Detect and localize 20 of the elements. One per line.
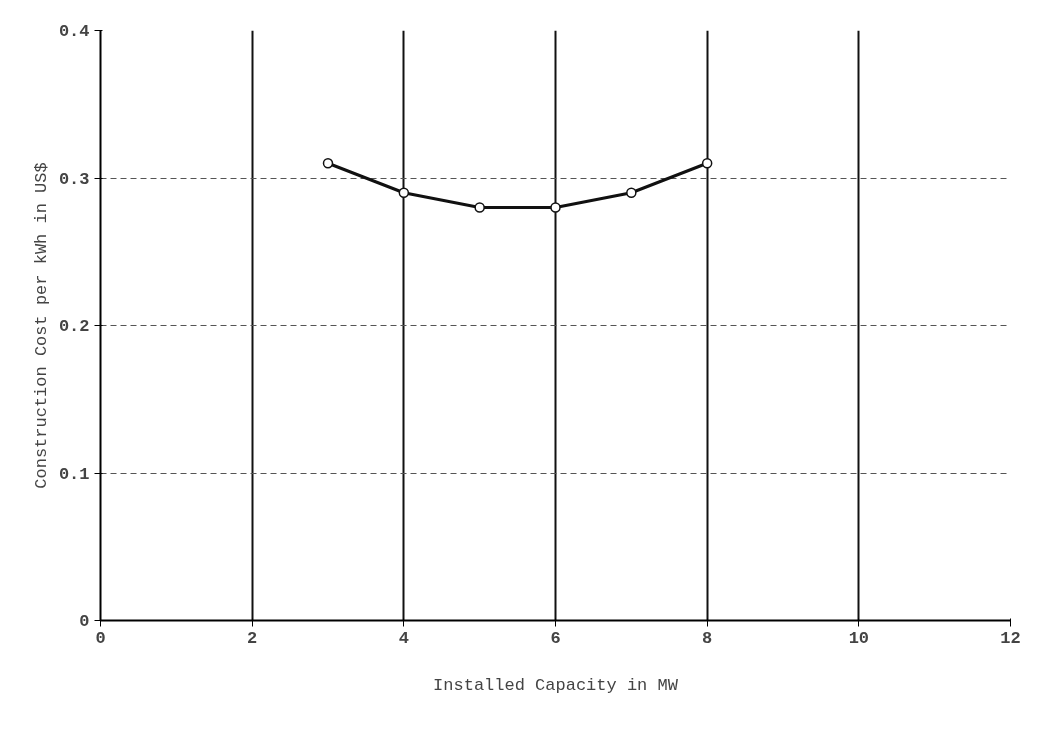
x-tick-label: 10 <box>848 628 870 648</box>
x-tick-label: 8 <box>702 628 713 648</box>
x-axis-title: Installed Capacity in MW <box>433 675 679 695</box>
x-tick-label: 2 <box>247 628 258 648</box>
point <box>322 158 334 169</box>
point <box>474 202 485 213</box>
x-tick-label: 6 <box>550 628 561 648</box>
point <box>626 187 637 198</box>
y-tick-label: 0.4 <box>58 22 90 41</box>
y-axis-title: Construction Cost per kWh in US$ <box>31 162 51 489</box>
y-tick-label: 0.2 <box>58 317 90 336</box>
point <box>701 158 713 169</box>
x-tick-label: 4 <box>398 628 409 648</box>
y-tick-label: 0.3 <box>58 169 90 189</box>
point <box>398 187 410 198</box>
y-tick-label: 0 <box>79 612 90 631</box>
y-tick-label: 0.1 <box>58 464 90 484</box>
x-tick-label: 12 <box>1000 628 1021 648</box>
point <box>550 202 561 213</box>
x-tick-label: 0 <box>95 628 106 648</box>
